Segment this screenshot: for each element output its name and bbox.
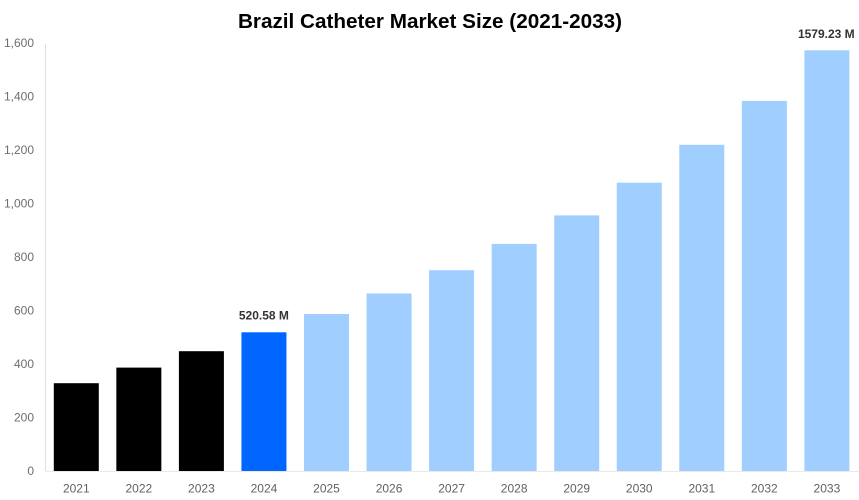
svg-text:800: 800 [14,250,34,264]
svg-text:200: 200 [14,411,34,425]
svg-text:2033: 2033 [814,482,841,496]
svg-text:1,000: 1,000 [4,197,34,211]
svg-text:400: 400 [14,357,34,371]
svg-text:2029: 2029 [563,482,590,496]
svg-text:1,400: 1,400 [4,90,34,104]
svg-text:2031: 2031 [688,482,715,496]
svg-text:2026: 2026 [376,482,403,496]
svg-text:2028: 2028 [501,482,528,496]
svg-text:2027: 2027 [438,482,465,496]
svg-text:1579.23 M: 1579.23 M [798,27,855,41]
svg-text:2023: 2023 [188,482,215,496]
svg-text:2025: 2025 [313,482,340,496]
svg-text:520.58 M: 520.58 M [239,309,289,323]
svg-text:2022: 2022 [125,482,152,496]
svg-text:1,600: 1,600 [4,36,34,50]
svg-text:600: 600 [14,304,34,318]
svg-text:Brazil Catheter Market Size (2: Brazil Catheter Market Size (2021-2033) [238,10,622,33]
svg-text:2030: 2030 [626,482,653,496]
svg-text:2024: 2024 [251,482,278,496]
svg-text:1,200: 1,200 [4,143,34,157]
svg-text:0: 0 [27,464,34,478]
svg-text:2021: 2021 [63,482,90,496]
svg-text:2032: 2032 [751,482,778,496]
